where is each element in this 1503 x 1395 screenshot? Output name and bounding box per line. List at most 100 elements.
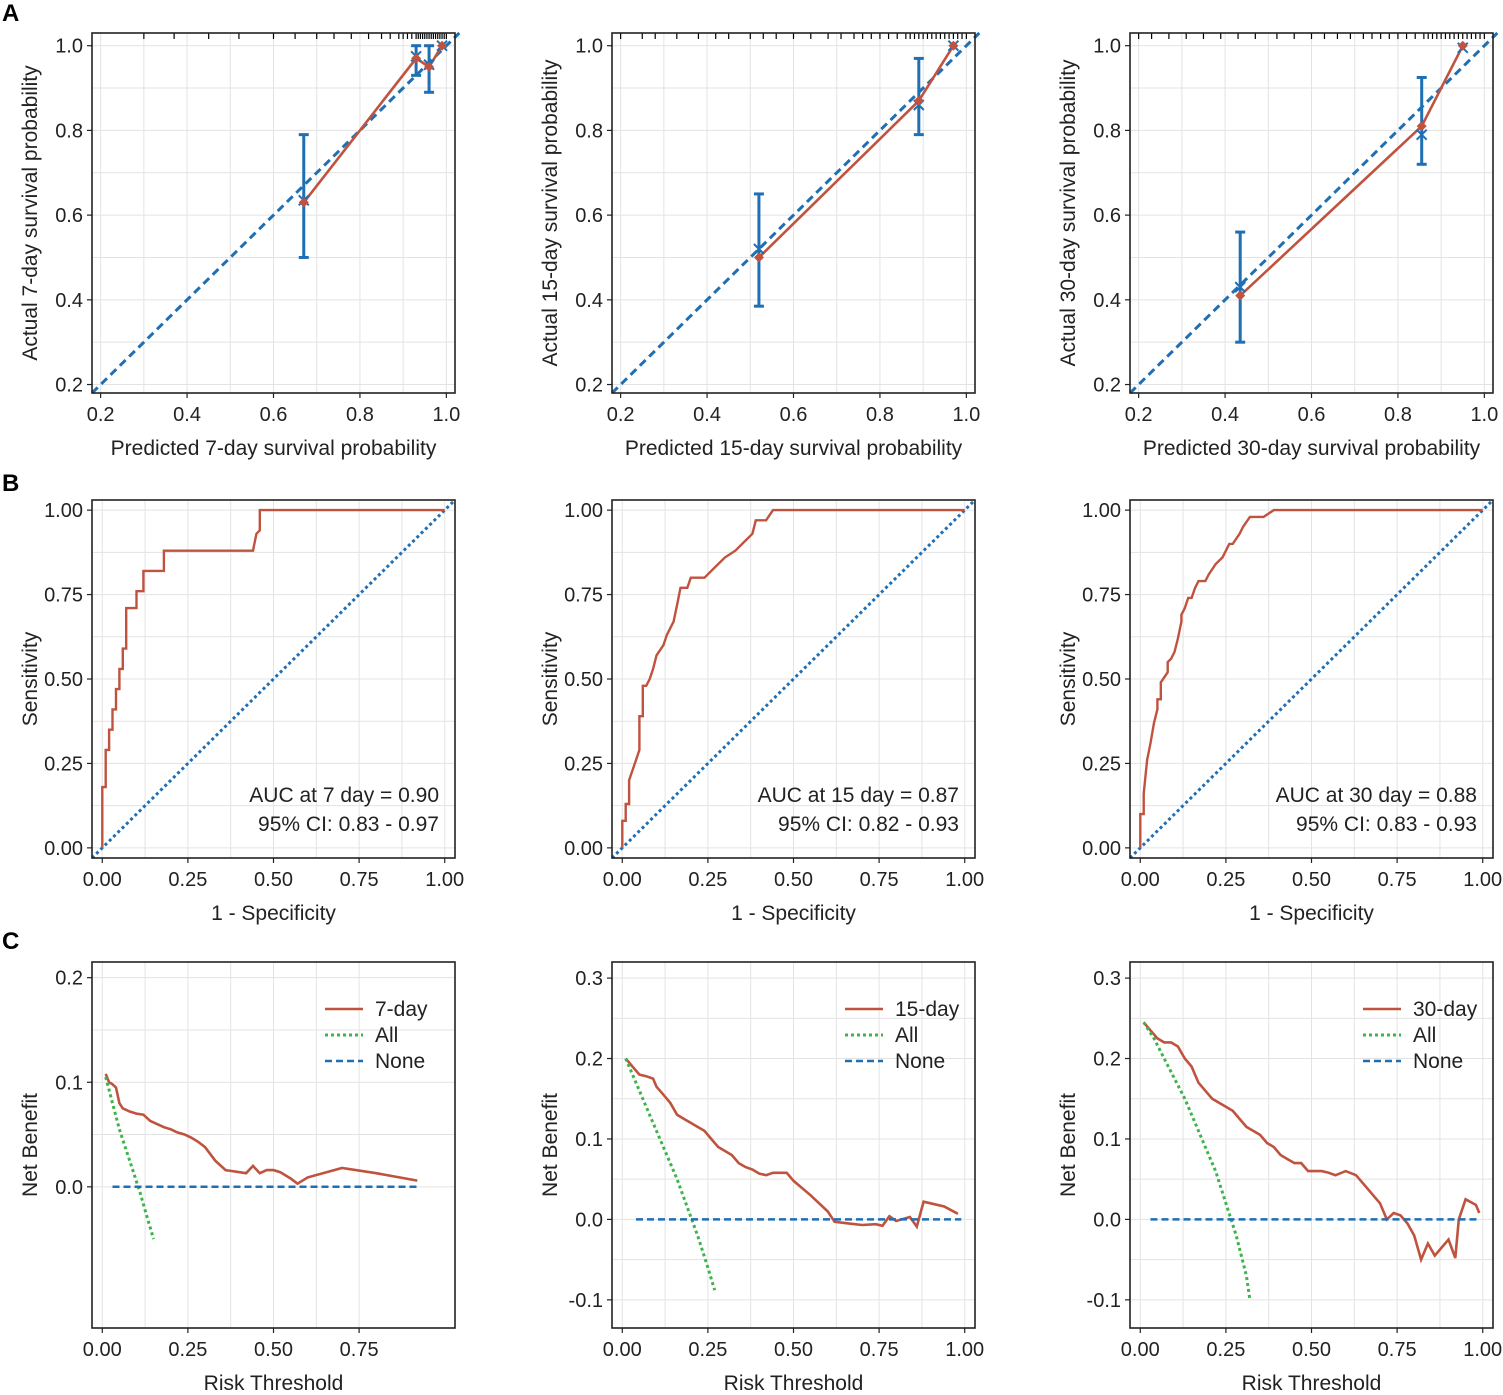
x-tick-label: 1.00: [1463, 869, 1502, 891]
y-tick-label: 0.4: [575, 290, 603, 312]
treat-all-line: [1142, 1021, 1252, 1301]
x-tick-label: 0.25: [688, 869, 727, 891]
y-tick-label: 0.4: [55, 290, 83, 312]
y-tick-label: 0.2: [1093, 375, 1121, 397]
y-tick-label: 0.4: [1093, 290, 1121, 312]
y-axis-title: Sensitivity: [19, 631, 42, 726]
panel-label-b: B: [2, 470, 20, 497]
plot-frame: [1129, 499, 1494, 859]
x-tick-label: 0.50: [254, 869, 293, 891]
chart-panel-1: 0.2 0.4 0.6 0.8 1.0 0.2 0.4 0.6 0.8 1.0 Predicted …: [19, 31, 461, 460]
x-tick-label: 0.6: [780, 404, 808, 426]
reference-diagonal: [610, 498, 977, 860]
y-tick-label: 1.00: [564, 500, 603, 522]
x-tick-label: 0.2: [607, 404, 635, 426]
legend-label-2: All: [375, 1024, 398, 1047]
x-tick-label: 0.75: [860, 1339, 899, 1361]
x-tick-label: 1.00: [425, 869, 464, 891]
y-tick-label: 0.0: [575, 1209, 603, 1231]
x-tick-label: 0.25: [1206, 869, 1245, 891]
legend-label-2: All: [895, 1024, 918, 1047]
observed-marker: [753, 252, 764, 263]
chart-panel-3: 0.2 0.4 0.6 0.8 1.0 0.2 0.4 0.6 0.8 1.0 Predicted …: [1057, 31, 1499, 460]
y-tick-label: 0.6: [1093, 205, 1121, 227]
y-axis-title: Sensitivity: [1057, 631, 1080, 726]
x-tick-label: 1.0: [432, 404, 460, 426]
x-tick-label: 0.00: [603, 1339, 642, 1361]
plot-frame: [1129, 961, 1494, 1329]
legend-label-3: None: [895, 1050, 945, 1073]
x-tick-label: 0.50: [1292, 869, 1331, 891]
x-axis-title: 1 - Specificity: [731, 902, 856, 925]
y-axis-title: Actual 7-day survival probability: [19, 65, 42, 361]
observed-line: [302, 45, 444, 204]
y-tick-label: 0.00: [44, 838, 83, 860]
plot-frame: [611, 499, 976, 859]
observed-marker: [1457, 40, 1468, 51]
x-tick-label: 1.00: [1463, 1339, 1502, 1361]
observed-marker: [411, 53, 422, 64]
ideal-reference-line: [90, 31, 461, 395]
chart-panel-5: 0.00 0.25 0.50 0.75 1.00 0.00 0.25 0.50 0.75 1.00…: [539, 498, 984, 925]
x-tick-label: 0.25: [168, 869, 207, 891]
x-tick-label: 1.0: [1470, 404, 1498, 426]
x-axis-title: Predicted 7-day survival probability: [111, 437, 437, 460]
y-tick-label: -0.1: [569, 1290, 603, 1312]
x-tick-label: 0.25: [168, 1339, 207, 1361]
y-tick-label: 0.00: [1082, 838, 1121, 860]
y-axis-title: Net Benefit: [1057, 1093, 1080, 1197]
y-tick-label: 0.50: [564, 669, 603, 691]
y-axis-title: Net Benefit: [539, 1093, 562, 1197]
x-tick-label: 0.25: [688, 1339, 727, 1361]
x-tick-label: 0.00: [603, 869, 642, 891]
x-axis-title: Risk Threshold: [724, 1372, 864, 1390]
plot-frame: [91, 961, 456, 1329]
y-tick-label: 0.8: [55, 120, 83, 142]
x-tick-label: 0.2: [1125, 404, 1153, 426]
legend-label-1: 15-day: [895, 998, 960, 1021]
y-tick-label: 0.3: [575, 968, 603, 990]
legend-label-1: 7-day: [375, 998, 428, 1021]
x-tick-label: 0.8: [866, 404, 894, 426]
y-tick-label: 0.75: [1082, 585, 1121, 607]
y-tick-label: 1.0: [575, 36, 603, 58]
x-tick-label: 0.50: [774, 869, 813, 891]
observed-marker: [1235, 290, 1246, 301]
y-tick-label: 0.6: [575, 205, 603, 227]
y-tick-label: 0.50: [1082, 669, 1121, 691]
y-tick-label: 0.1: [575, 1129, 603, 1151]
y-tick-label: 0.25: [1082, 753, 1121, 775]
y-tick-label: 0.1: [1093, 1129, 1121, 1151]
corrected-marker: [753, 243, 765, 255]
y-tick-label: 0.2: [575, 375, 603, 397]
y-tick-label: -0.1: [1087, 1290, 1121, 1312]
legend-label-3: None: [1413, 1050, 1463, 1073]
model-net-benefit-line: [1142, 1021, 1481, 1264]
roc-curve: [621, 508, 965, 848]
x-tick-label: 1.00: [945, 1339, 984, 1361]
y-tick-label: 0.6: [55, 205, 83, 227]
x-axis-title: Predicted 30-day survival probability: [1143, 437, 1481, 460]
x-tick-label: 0.6: [1298, 404, 1326, 426]
legend-label-1: 30-day: [1413, 998, 1478, 1021]
plot-frame: [91, 32, 456, 394]
x-tick-label: 0.50: [254, 1339, 293, 1361]
chart-panel-7: 0.00 0.25 0.50 0.75 0.0 0.1 0.2 Risk Threshold N…: [19, 961, 456, 1395]
model-net-benefit-line: [624, 1057, 959, 1230]
x-tick-label: 0.4: [693, 404, 721, 426]
x-tick-label: 0.4: [173, 404, 201, 426]
observed-marker: [1416, 121, 1427, 132]
x-tick-label: 0.00: [1121, 869, 1160, 891]
legend-label-3: None: [375, 1050, 425, 1073]
x-tick-label: 0.50: [1292, 1339, 1331, 1361]
y-tick-label: 0.25: [564, 753, 603, 775]
plot-frame: [611, 32, 976, 394]
y-tick-label: 0.2: [55, 968, 83, 990]
x-tick-label: 0.75: [860, 869, 899, 891]
observed-marker: [298, 197, 309, 208]
x-tick-label: 0.00: [83, 869, 122, 891]
x-tick-label: 0.8: [346, 404, 374, 426]
x-tick-label: 0.8: [1384, 404, 1412, 426]
plot-frame: [1129, 32, 1494, 394]
